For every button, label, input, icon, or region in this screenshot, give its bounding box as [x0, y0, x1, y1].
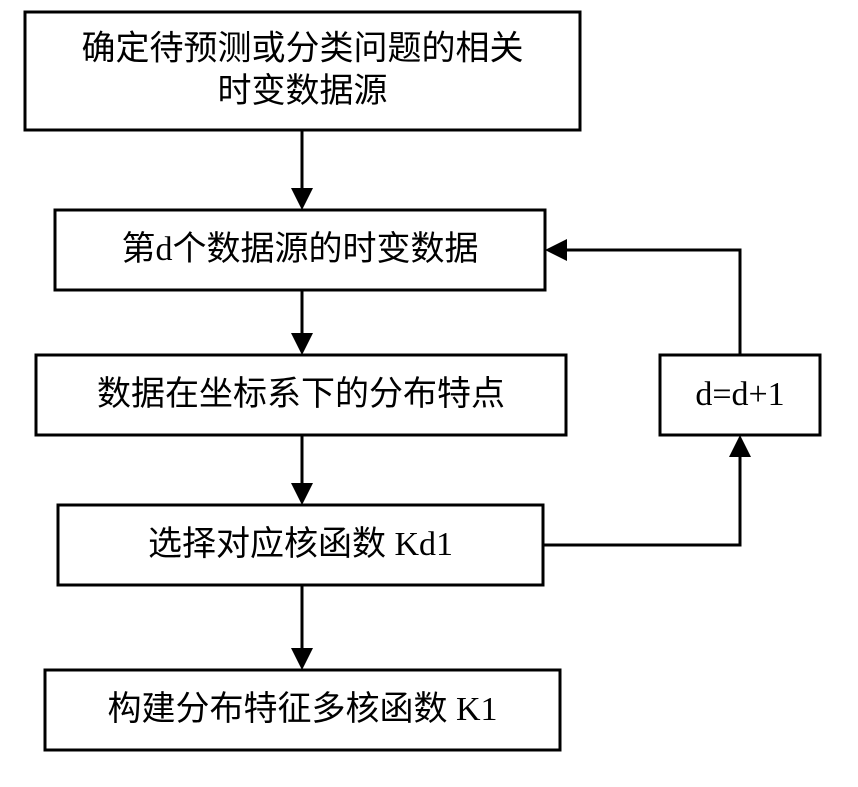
flow-node-text: 第d个数据源的时变数据 — [122, 230, 479, 268]
flow-node-text: 选择对应核函数 Kd1 — [148, 525, 453, 563]
arrowhead — [729, 435, 751, 457]
edge — [567, 250, 740, 355]
flow-node-n5: 构建分布特征多核函数 K1 — [45, 670, 560, 750]
arrowhead — [291, 483, 313, 505]
arrowhead — [291, 188, 313, 210]
arrowhead — [291, 648, 313, 670]
flow-node-n1: 确定待预测或分类问题的相关时变数据源 — [25, 12, 580, 130]
flow-node-text: 数据在坐标系下的分布特点 — [97, 375, 505, 413]
flow-node-text: 确定待预测或分类问题的相关 — [82, 30, 524, 68]
flow-node-n2: 第d个数据源的时变数据 — [55, 210, 545, 290]
arrowhead — [545, 239, 567, 261]
flow-node-n3: 数据在坐标系下的分布特点 — [36, 355, 566, 435]
arrowhead — [291, 333, 313, 355]
flow-node-n6: d=d+1 — [660, 355, 820, 435]
edge — [543, 457, 740, 545]
flow-node-text: 时变数据源 — [218, 72, 388, 110]
flow-node-n4: 选择对应核函数 Kd1 — [58, 505, 543, 585]
flow-node-text: d=d+1 — [695, 376, 784, 413]
flow-node-text: 构建分布特征多核函数 K1 — [107, 690, 497, 728]
